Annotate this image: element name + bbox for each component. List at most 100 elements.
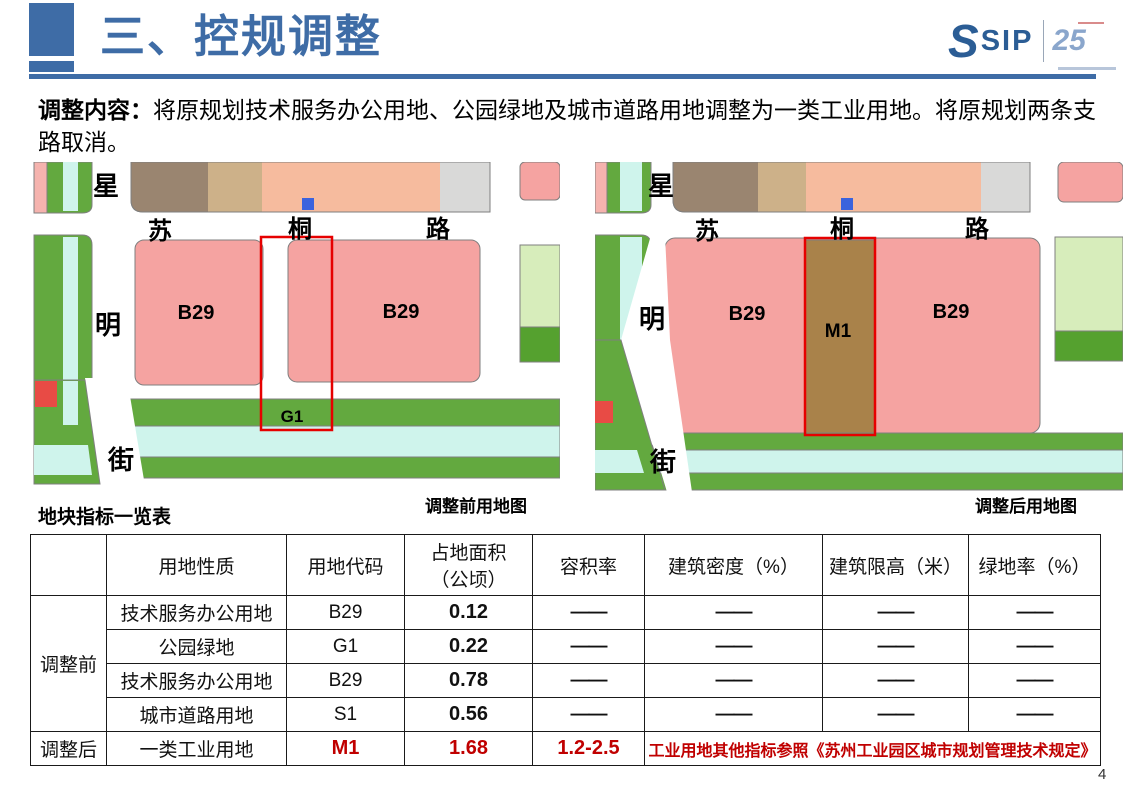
cell-nature: 公园绿地 [106, 629, 287, 664]
header-density: 建筑密度（%） [644, 534, 823, 596]
cell-density: —— [644, 663, 823, 698]
cell-nature: 技术服务办公用地 [106, 595, 287, 630]
parcel-label-g1: G1 [281, 407, 304, 426]
header-nature: 用地性质 [106, 534, 287, 596]
cell-limit: —— [822, 629, 969, 664]
header-rule [29, 74, 1096, 79]
after-east-lightgreen [1054, 236, 1123, 332]
street-label-xing: 星 [93, 171, 119, 201]
land-use-map-before: 星 明 街 苏 桐 路 B29 B29 G1 [33, 162, 560, 492]
street-label-ming: 明 [639, 304, 665, 334]
title-decoration-bar [29, 61, 74, 72]
logo-fine-print-bar [1058, 67, 1116, 70]
table-row: 调整前 技术服务办公用地 B29 0.12 —— —— —— —— [30, 595, 1101, 732]
cell-area: 0.12 [404, 595, 533, 630]
before-south-strip [95, 398, 560, 479]
red-parcel [595, 401, 613, 423]
street-label-jie: 街 [107, 445, 134, 475]
cell-nature: 城市道路用地 [106, 697, 287, 732]
header-area-line1: 占地面积 [430, 543, 507, 564]
sip-logo-s-icon: S [948, 15, 979, 67]
title-decoration-square [29, 3, 74, 56]
cell-density: —— [644, 595, 823, 630]
road-label-tong: 桐 [288, 216, 312, 243]
header-code: 用地代码 [286, 534, 405, 596]
street-label-xing: 星 [648, 171, 674, 201]
cell-nature: 技术服务办公用地 [106, 663, 287, 698]
blue-marker [841, 198, 853, 210]
header-area-line2: （公顷） [430, 570, 507, 591]
table-row: 公园绿地 G1 0.22 —— —— —— —— [31, 629, 1101, 664]
page-title: 三、控规调整 [100, 11, 383, 62]
after-north-band [595, 162, 652, 214]
road-label-tong: 桐 [830, 216, 854, 243]
before-diagonal-road [85, 378, 146, 492]
parcel-label-b29-left: B29 [178, 302, 215, 324]
cell-area: 1.68 [404, 731, 533, 766]
table-row: 城市道路用地 S1 0.56 —— —— —— —— [31, 697, 1101, 732]
after-south-strip [644, 432, 1123, 491]
anniversary-25-icon: 25 [1052, 24, 1086, 57]
red-parcel [35, 381, 57, 407]
parcel-b29-right [287, 239, 481, 383]
cell-code: S1 [286, 697, 405, 732]
sip-logo-text: SIP [980, 24, 1034, 57]
before-ne-pink-parcel [519, 162, 560, 201]
cell-green: —— [968, 697, 1101, 732]
cell-far: 1.2-2.5 [532, 731, 645, 766]
cell-density: —— [644, 697, 823, 732]
header-empty [30, 534, 107, 596]
header-height-limit: 建筑限高（米） [822, 534, 969, 596]
cell-note: 工业用地其他指标参照《苏州工业园区城市规划管理技术规定》 [644, 731, 1101, 766]
logo-divider [1043, 20, 1045, 62]
parcel-label-m1: M1 [825, 321, 852, 342]
table-title: 地块指标一览表 [38, 507, 172, 528]
page-number: 4 [1098, 766, 1107, 783]
after-east-darkgreen [1054, 330, 1123, 362]
cell-green: —— [968, 595, 1101, 630]
parcel-m1 [804, 239, 876, 434]
parcel-label-b29-right: B29 [933, 301, 970, 323]
road-label-lu: 路 [426, 215, 451, 243]
street-label-ming: 明 [95, 310, 121, 340]
after-highlight-outline [803, 236, 877, 437]
adjustment-description: 调整内容：将原规划技术服务办公用地、公园绿地及城市道路用地调整为一类工业用地。将… [38, 94, 1100, 158]
road-label-lu: 路 [965, 215, 990, 243]
parcel-label-b29-left: B29 [729, 303, 766, 325]
road-label-su: 苏 [695, 218, 719, 245]
cell-limit: —— [822, 697, 969, 732]
after-sw-block [595, 339, 666, 491]
group-label-before: 调整前 [30, 595, 107, 732]
parcel-b29-left [134, 239, 264, 386]
cell-green: —— [968, 663, 1101, 698]
cell-far: —— [532, 595, 645, 630]
cell-area: 0.22 [404, 629, 533, 664]
header-area: 占地面积 （公顷） [404, 534, 533, 596]
cell-code: B29 [286, 663, 405, 698]
cell-far: —— [532, 663, 645, 698]
before-north-strip [130, 162, 491, 213]
group-label-after: 调整后 [30, 731, 107, 766]
table-row-after: 调整后 一类工业用地 M1 1.68 1.2-2.5 工业用地其他指标参照《苏州… [30, 731, 1101, 766]
caption-after-map: 调整后用地图 [975, 497, 1077, 516]
cell-code: M1 [286, 731, 405, 766]
cell-green: —— [968, 629, 1101, 664]
road-label-su: 苏 [148, 218, 172, 245]
sip-logo: S SIP 25 [948, 14, 1118, 70]
logo-fine-print-red [1078, 22, 1104, 24]
table-row: 技术服务办公用地 B29 0.78 —— —— —— —— [31, 663, 1101, 698]
street-label-jie: 街 [649, 447, 676, 477]
cell-far: —— [532, 697, 645, 732]
before-east-darkgreen [519, 326, 560, 363]
caption-before-map: 调整前用地图 [425, 497, 527, 516]
parcel-label-b29-right: B29 [383, 301, 420, 323]
before-sw-block [33, 379, 101, 485]
cell-far: —— [532, 629, 645, 664]
before-west-band [33, 234, 93, 381]
adjustment-description-label: 调整内容： [38, 97, 153, 123]
cell-nature: 一类工业用地 [106, 731, 287, 766]
cell-density: —— [644, 629, 823, 664]
before-north-band [33, 162, 93, 214]
header-far: 容积率 [532, 534, 645, 596]
